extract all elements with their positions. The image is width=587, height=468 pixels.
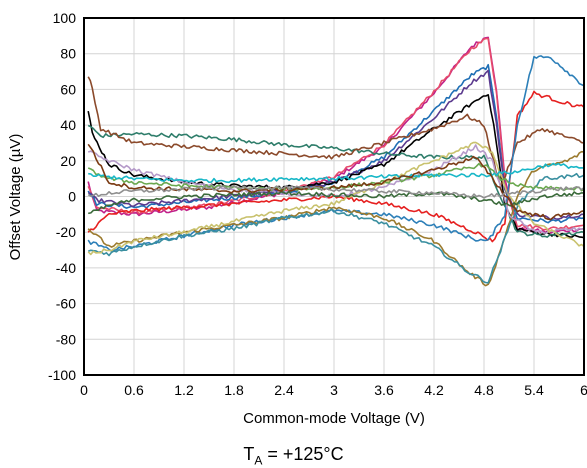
y-tick-label: 0 (68, 189, 76, 205)
y-tick-label: -60 (56, 296, 76, 312)
y-tick-label: 40 (60, 117, 76, 133)
y-axis-title: Offset Voltage (µV) (7, 134, 24, 261)
x-tick-label: 0.6 (124, 382, 144, 398)
x-tick-label: 6 (580, 382, 587, 398)
x-tick-label: 3 (330, 382, 338, 398)
x-tick-label: 4.8 (474, 382, 494, 398)
y-tick-label: 20 (60, 153, 76, 169)
x-tick-label: 2.4 (274, 382, 294, 398)
x-axis-title: Common-mode Voltage (V) (243, 410, 425, 427)
y-tick-label: 80 (60, 46, 76, 62)
series-line-1 (88, 37, 584, 233)
y-tick-label: -100 (48, 367, 76, 383)
y-tick-label: 60 (60, 81, 76, 97)
series-group (88, 37, 584, 285)
y-tick-label: -20 (56, 224, 76, 240)
y-tick-label: -40 (56, 260, 76, 276)
x-tick-label: 1.2 (174, 382, 194, 398)
x-tick-label: 4.2 (424, 382, 444, 398)
x-tick-label: 1.8 (224, 382, 244, 398)
x-tick-label: 0 (80, 382, 88, 398)
caption-symbol: T (243, 444, 254, 464)
series-line-7 (88, 77, 584, 186)
x-tick-label: 5.4 (524, 382, 544, 398)
x-tick-label: 3.6 (374, 382, 394, 398)
caption-value: = +125°C (262, 444, 343, 464)
series-line-8 (88, 91, 584, 241)
temperature-caption: TA = +125°C (0, 444, 587, 468)
y-tick-label: 100 (53, 10, 77, 26)
y-tick-label: -80 (56, 331, 76, 347)
